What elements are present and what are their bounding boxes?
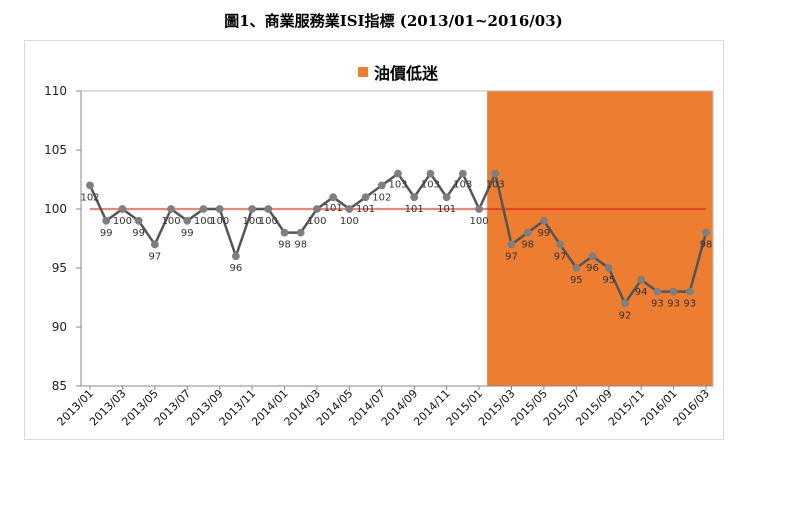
data-point	[621, 299, 629, 308]
data-point	[361, 193, 370, 202]
y-tick-label: 100	[44, 202, 67, 216]
data-label: 100	[470, 216, 489, 227]
data-point	[231, 252, 240, 261]
y-tick-label: 85	[52, 379, 67, 393]
data-point	[539, 216, 548, 225]
y-tick-label: 105	[44, 143, 67, 157]
data-point	[426, 169, 435, 178]
data-point	[134, 216, 143, 225]
data-point	[167, 205, 175, 213]
data-label: 102	[80, 192, 99, 203]
data-label: 102	[372, 192, 391, 203]
data-label: 101	[324, 203, 343, 214]
data-label: 95	[570, 275, 583, 286]
data-label: 100	[259, 216, 278, 227]
data-label: 100	[113, 216, 132, 227]
data-label: 103	[421, 180, 440, 191]
data-point	[345, 205, 354, 213]
data-label: 93	[683, 299, 696, 310]
data-point	[199, 205, 208, 213]
chart-frame	[24, 40, 724, 440]
data-point	[442, 193, 451, 202]
data-point	[118, 205, 127, 213]
data-label: 101	[405, 204, 424, 215]
data-point	[556, 240, 565, 249]
data-label: 94	[635, 287, 648, 298]
data-point	[296, 228, 305, 237]
y-tick-label: 110	[44, 84, 67, 98]
data-point	[637, 275, 646, 284]
data-label: 103	[453, 180, 472, 191]
data-point	[523, 228, 532, 237]
page-title: 圖1、商業服務業ISI指標 (2013/01~2016/03)	[224, 12, 563, 30]
data-label: 92	[619, 310, 632, 321]
data-point	[507, 240, 516, 249]
legend-swatch	[358, 67, 368, 77]
data-label: 98	[294, 240, 307, 251]
data-label: 100	[307, 216, 326, 227]
data-label: 96	[230, 263, 243, 274]
data-point	[313, 205, 321, 213]
data-label: 98	[700, 240, 713, 251]
data-point	[491, 169, 500, 178]
data-label: 101	[437, 204, 456, 215]
data-point	[215, 205, 224, 213]
data-point	[102, 216, 111, 225]
data-label: 97	[505, 251, 518, 262]
data-point	[410, 193, 419, 202]
data-label: 95	[602, 275, 615, 286]
data-label: 99	[181, 228, 194, 239]
data-label: 93	[667, 299, 680, 310]
data-point	[150, 240, 159, 249]
data-point	[702, 228, 710, 237]
data-point	[329, 193, 338, 202]
data-label: 103	[388, 180, 407, 191]
data-point	[604, 264, 613, 272]
legend-label: 油價低迷	[374, 64, 439, 83]
x-tick-label: 2016/03	[671, 387, 713, 429]
data-label: 98	[278, 240, 291, 251]
y-tick-label: 90	[52, 320, 67, 334]
data-point	[458, 169, 467, 178]
data-label: 98	[521, 240, 534, 251]
data-point	[377, 181, 386, 190]
data-label: 103	[486, 180, 505, 191]
data-label: 93	[651, 299, 664, 310]
data-label: 99	[132, 228, 145, 239]
data-label: 97	[148, 251, 161, 262]
data-point	[588, 252, 597, 261]
data-point	[248, 205, 257, 213]
data-label: 97	[554, 251, 567, 262]
data-label: 100	[243, 216, 262, 227]
data-label: 99	[538, 228, 551, 239]
y-tick-label: 95	[52, 261, 67, 275]
data-label: 100	[340, 216, 359, 227]
data-label: 100	[210, 216, 229, 227]
data-label: 96	[586, 263, 599, 274]
data-point	[475, 205, 483, 213]
data-point	[669, 287, 678, 296]
data-point	[394, 169, 402, 178]
data-point	[86, 181, 94, 190]
data-label: 101	[356, 204, 375, 215]
shaded-region-oil-price-slump	[487, 91, 713, 386]
data-point	[653, 287, 662, 296]
data-label: 100	[162, 216, 181, 227]
data-point	[280, 228, 289, 237]
data-label: 99	[100, 228, 113, 239]
data-label: 100	[194, 216, 213, 227]
data-point	[264, 205, 273, 213]
data-point	[685, 287, 694, 296]
data-point	[572, 264, 581, 272]
data-point	[183, 216, 192, 225]
